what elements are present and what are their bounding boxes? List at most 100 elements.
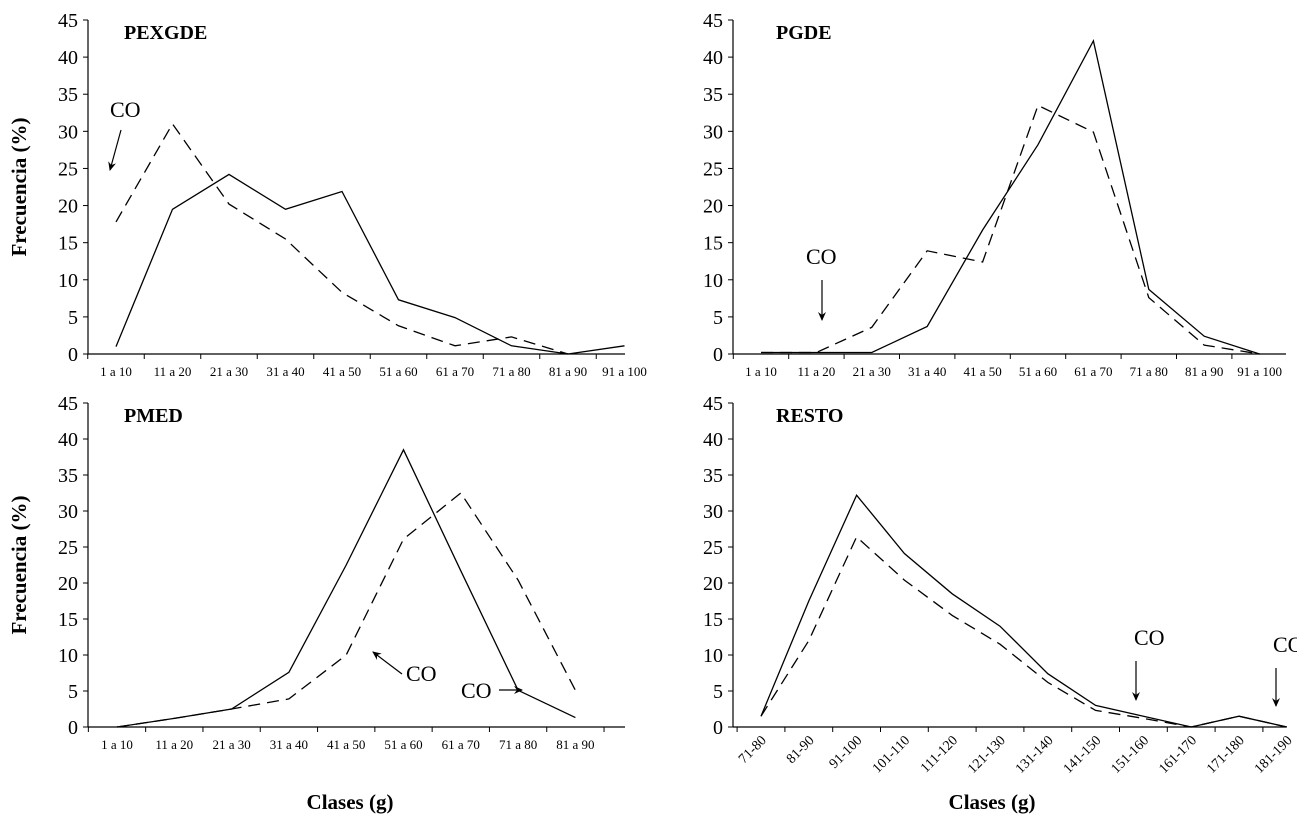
x-tick-label: 81 a 90 bbox=[1185, 364, 1223, 379]
y-tick-label: 45 bbox=[58, 10, 78, 32]
series-line-solid bbox=[760, 493, 1287, 728]
y-tick-label: 25 bbox=[58, 537, 78, 559]
y-tick-label: 40 bbox=[58, 429, 78, 451]
panel-title: PMED bbox=[124, 405, 183, 427]
x-tick-label: 71-80 bbox=[736, 733, 770, 767]
panel-title: PGDE bbox=[776, 22, 832, 44]
y-tick-label: 0 bbox=[713, 717, 723, 739]
annotation-label: CO bbox=[1134, 625, 1165, 650]
y-tick-label: 15 bbox=[58, 609, 78, 631]
x-tick-label: 21 a 30 bbox=[212, 737, 250, 752]
y-tick-label: 10 bbox=[58, 645, 78, 667]
y-tick-label: 30 bbox=[703, 121, 723, 143]
y-tick-label: 20 bbox=[58, 573, 78, 595]
y-tick-label: 35 bbox=[58, 465, 78, 487]
y-tick-label: 40 bbox=[703, 429, 723, 451]
y-tick-label: 25 bbox=[703, 158, 723, 180]
y-tick-label: 20 bbox=[703, 196, 723, 218]
x-tick-label: 91 a 100 bbox=[1237, 364, 1282, 379]
x-tick-label: 41 a 50 bbox=[963, 364, 1001, 379]
x-tick-label: 51 a 60 bbox=[379, 364, 417, 379]
x-axis-label: Clases (g) bbox=[949, 790, 1036, 814]
y-tick-label: 5 bbox=[68, 681, 78, 703]
x-tick-label: 41 a 50 bbox=[323, 364, 361, 379]
y-tick-label: 5 bbox=[713, 681, 723, 703]
panel-title: RESTO bbox=[776, 405, 843, 427]
x-tick-label: 71 a 80 bbox=[499, 737, 537, 752]
y-tick-label: 0 bbox=[68, 717, 78, 739]
x-tick-label: 11 a 20 bbox=[798, 364, 836, 379]
x-tick-label: 91 a 100 bbox=[602, 364, 647, 379]
x-tick-label: 171-180 bbox=[1204, 733, 1248, 777]
x-tick-label: 81 a 90 bbox=[549, 364, 587, 379]
y-tick-label: 5 bbox=[713, 307, 723, 329]
x-tick-label: 91-100 bbox=[827, 733, 866, 772]
y-tick-label: 20 bbox=[58, 196, 78, 218]
y-tick-label: 30 bbox=[703, 501, 723, 523]
annotation-label: CO bbox=[461, 678, 492, 703]
x-tick-label: 41 a 50 bbox=[327, 737, 365, 752]
x-tick-label: 71 a 80 bbox=[1130, 364, 1168, 379]
y-tick-label: 35 bbox=[703, 465, 723, 487]
y-tick-label: 0 bbox=[713, 344, 723, 366]
x-tick-label: 61 a 70 bbox=[1074, 364, 1112, 379]
chart-panel-2: 0 5 10 15 20 25 30 35 40 45 1 a 10 11 a 20 21 a 30 31… bbox=[703, 10, 1286, 379]
series-line-solid bbox=[115, 173, 625, 355]
y-axis-label: Frecuencia (%) bbox=[7, 496, 31, 635]
series-line-solid bbox=[761, 38, 1260, 355]
series-line-dashed bbox=[761, 104, 1260, 355]
x-tick-label: 31 a 40 bbox=[266, 364, 304, 379]
y-tick-label: 30 bbox=[58, 501, 78, 523]
x-tick-label: 31 a 40 bbox=[908, 364, 946, 379]
y-tick-label: 45 bbox=[703, 393, 723, 415]
series-line-dashed bbox=[115, 122, 569, 355]
series-line-solid bbox=[116, 448, 576, 728]
y-tick-label: 0 bbox=[68, 344, 78, 366]
x-tick-label: 181-190 bbox=[1252, 733, 1296, 777]
x-axis-label: Clases (g) bbox=[307, 790, 394, 814]
y-tick-label: 35 bbox=[703, 84, 723, 106]
annotation-label: CO bbox=[406, 661, 437, 686]
series-line-dashed bbox=[760, 535, 1287, 728]
annotation-arrow bbox=[108, 129, 122, 171]
x-tick-label: 111-120 bbox=[918, 733, 961, 776]
x-tick-label: 151-160 bbox=[1109, 733, 1153, 777]
y-tick-label: 15 bbox=[703, 233, 723, 255]
x-tick-label: 21 a 30 bbox=[853, 364, 891, 379]
y-axis-label: Frecuencia (%) bbox=[7, 118, 31, 257]
x-tick-label: 131-140 bbox=[1013, 733, 1057, 777]
y-tick-label: 15 bbox=[58, 233, 78, 255]
annotation-label: CO bbox=[806, 244, 837, 269]
y-tick-label: 40 bbox=[703, 47, 723, 69]
y-tick-label: 25 bbox=[58, 158, 78, 180]
y-tick-label: 20 bbox=[703, 573, 723, 595]
x-tick-label: 101-110 bbox=[870, 733, 913, 776]
y-tick-label: 5 bbox=[68, 307, 78, 329]
x-tick-label: 81 a 90 bbox=[556, 737, 594, 752]
x-tick-label: 1 a 10 bbox=[100, 364, 132, 379]
series-line-dashed bbox=[116, 492, 576, 728]
x-tick-label: 81-90 bbox=[784, 733, 818, 767]
y-tick-label: 10 bbox=[703, 645, 723, 667]
x-tick-label: 1 a 10 bbox=[745, 364, 777, 379]
chart-panel-1: 0 5 10 15 20 25 30 35 40 45 1 a 10 11 a 20 21 a 30 31… bbox=[7, 10, 647, 379]
y-tick-label: 15 bbox=[703, 609, 723, 631]
annotation-arrow bbox=[372, 651, 403, 675]
x-tick-label: 161-170 bbox=[1156, 733, 1200, 777]
y-tick-label: 40 bbox=[58, 47, 78, 69]
annotation-label: CO bbox=[1273, 632, 1297, 657]
y-tick-label: 45 bbox=[703, 10, 723, 32]
x-tick-label: 51 a 60 bbox=[1019, 364, 1057, 379]
chart-panel-3: 0 5 10 15 20 25 30 35 40 45 1 a 10 11 a 20 21 a 30 31… bbox=[7, 393, 625, 814]
x-tick-label: 11 a 20 bbox=[154, 364, 192, 379]
y-tick-label: 35 bbox=[58, 84, 78, 106]
x-tick-label: 121-130 bbox=[965, 733, 1009, 777]
x-tick-label: 11 a 20 bbox=[155, 737, 193, 752]
y-tick-label: 30 bbox=[58, 121, 78, 143]
y-tick-label: 10 bbox=[58, 270, 78, 292]
y-tick-label: 10 bbox=[703, 270, 723, 292]
y-tick-label: 25 bbox=[703, 537, 723, 559]
x-tick-label: 31 a 40 bbox=[270, 737, 308, 752]
panel-title: PEXGDE bbox=[124, 22, 207, 44]
